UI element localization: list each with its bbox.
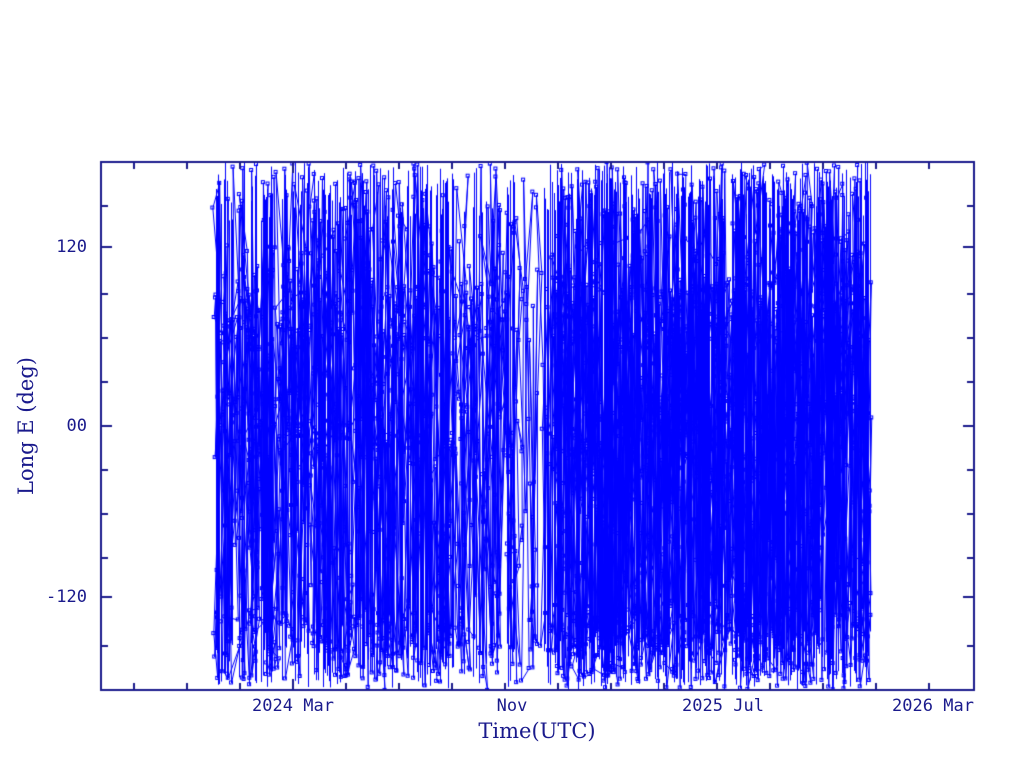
y-tick-label: 120 [56, 237, 87, 257]
x-axis-label: Time(UTC) [478, 719, 596, 743]
x-tick-label: Nov [496, 696, 528, 716]
y-tick-label: 00 [66, 416, 87, 436]
x-tick-label: 2025 Jul [682, 696, 764, 716]
x-tick-label: 2024 Mar [252, 696, 334, 716]
y-axis-label: Long E (deg) [14, 357, 38, 495]
y-tick-label: -120 [46, 587, 87, 607]
x-tick-label: 2026 Mar [892, 696, 974, 716]
